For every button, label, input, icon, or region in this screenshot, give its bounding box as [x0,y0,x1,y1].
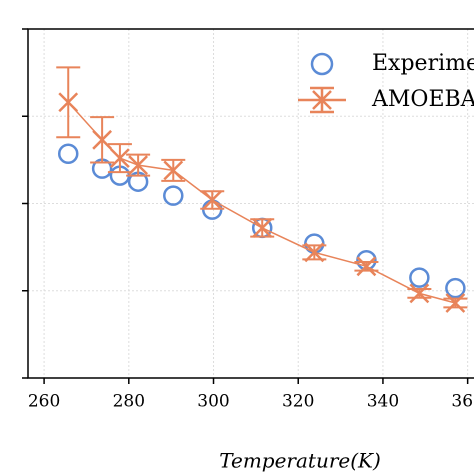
point [445,293,466,313]
point [409,283,430,304]
point [356,256,377,277]
x-tick-label: 360 [451,392,474,412]
legend-marker [310,52,334,76]
x-axis-label: Temperature(K) [219,449,381,473]
series-line [67,101,456,304]
point [92,129,113,150]
point [409,267,430,288]
point [163,160,184,181]
point [304,242,325,263]
x-tick-label: 340 [367,392,399,412]
point [163,185,184,206]
point [128,155,149,175]
x-tick-label: 260 [28,392,60,412]
point [445,277,466,299]
x-tick-label: 300 [197,392,229,412]
axes-frame [27,28,474,379]
legend-marker [298,86,346,114]
point [110,148,130,169]
point [202,190,223,210]
x-tick-label: 280 [113,392,145,412]
legend-label: AMOEBA [371,87,474,112]
point [58,92,79,113]
point [252,218,273,238]
point [57,143,79,165]
legend-label: Experiment [372,51,474,76]
x-tick-label: 320 [282,392,314,412]
